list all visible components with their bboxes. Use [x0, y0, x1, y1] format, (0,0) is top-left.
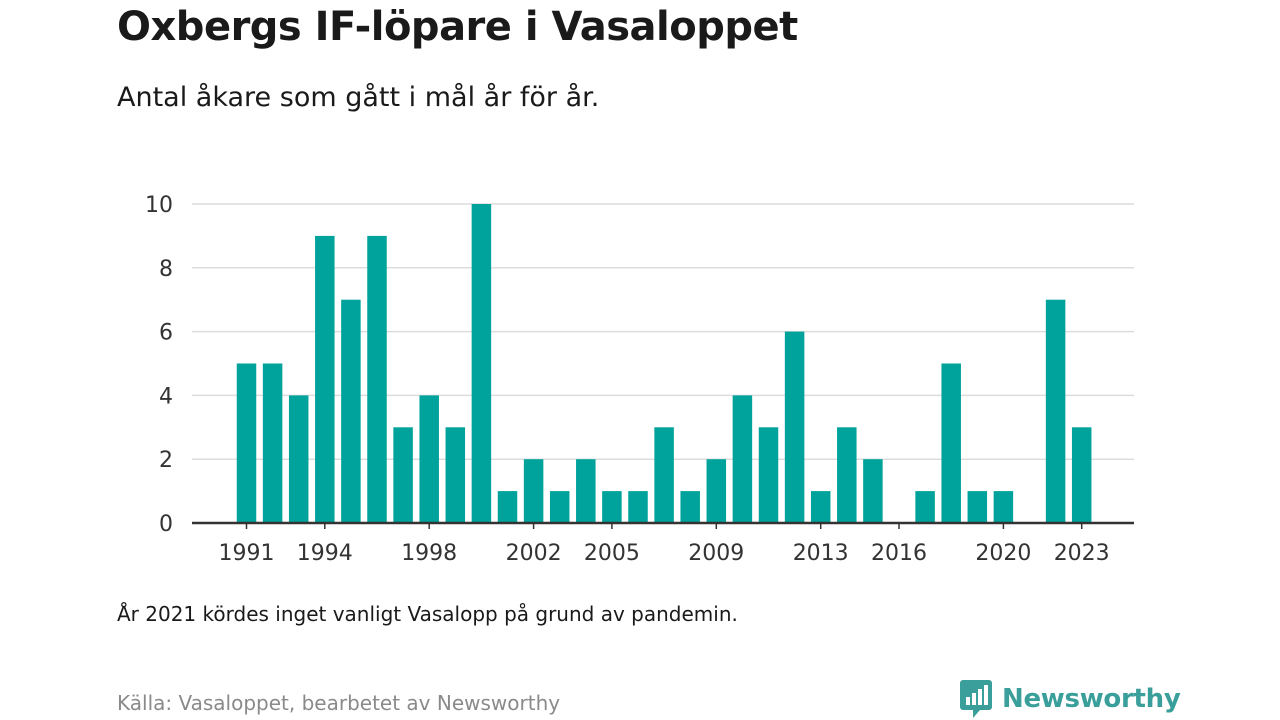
chart-title: Oxbergs IF-löpare i Vasaloppet — [117, 4, 798, 50]
bar — [837, 427, 857, 523]
newsworthy-logo-icon — [960, 680, 992, 718]
y-tick-label: 0 — [159, 512, 173, 537]
bar — [680, 491, 700, 523]
bar — [784, 331, 805, 523]
bar — [1045, 299, 1066, 523]
x-tick-label: 1991 — [219, 541, 275, 566]
newsworthy-logo: Newsworthy — [960, 680, 1181, 718]
x-tick-label: 1994 — [297, 541, 353, 566]
bar — [367, 235, 387, 523]
bar — [628, 491, 648, 523]
bar — [967, 491, 988, 523]
bar — [576, 459, 596, 523]
bar — [993, 491, 1014, 523]
bars — [236, 204, 1092, 523]
bar — [602, 491, 622, 523]
x-tick-label: 2013 — [793, 541, 849, 566]
x-tick-label: 2023 — [1054, 541, 1110, 566]
bar — [863, 459, 883, 523]
x-tick-label: 2009 — [688, 541, 744, 566]
source-credit: Källa: Vasaloppet, bearbetet av Newswort… — [117, 691, 561, 715]
bar — [654, 427, 674, 523]
bar — [236, 363, 257, 523]
axes: 0 2 4 6 8 10 1991 1994 1998 2002 2005 2009 2013 2016 2… — [145, 193, 1134, 566]
chart-note: År 2021 kördes inget vanligt Vasalopp på… — [117, 602, 738, 626]
bar — [393, 427, 413, 523]
y-tick-label: 4 — [159, 384, 173, 409]
x-tick-label: 2002 — [506, 541, 562, 566]
bar — [732, 395, 753, 523]
bar — [523, 459, 544, 523]
bar — [549, 491, 570, 523]
brand-name: Newsworthy — [1002, 684, 1181, 714]
x-tick-label: 2020 — [975, 541, 1031, 566]
bar — [810, 491, 831, 523]
chart-subtitle: Antal åkare som gått i mål år för år. — [117, 82, 600, 113]
bar — [471, 204, 492, 523]
bar — [419, 395, 439, 523]
bar — [758, 427, 779, 523]
bar — [706, 459, 727, 523]
bar — [1071, 427, 1092, 523]
bar — [288, 395, 309, 523]
x-tick-label: 2005 — [584, 541, 640, 566]
x-tick-label: 1998 — [401, 541, 457, 566]
y-tick-label: 2 — [159, 448, 173, 473]
bar — [497, 491, 518, 523]
y-tick-label: 6 — [159, 321, 173, 346]
bar — [262, 363, 283, 523]
bar — [341, 299, 361, 523]
bar — [915, 491, 935, 523]
bar — [941, 363, 961, 523]
bar — [315, 235, 335, 523]
x-tick-label: 2016 — [871, 541, 927, 566]
bar — [445, 427, 466, 523]
y-tick-label: 10 — [145, 193, 173, 218]
y-tick-label: 8 — [159, 257, 173, 282]
